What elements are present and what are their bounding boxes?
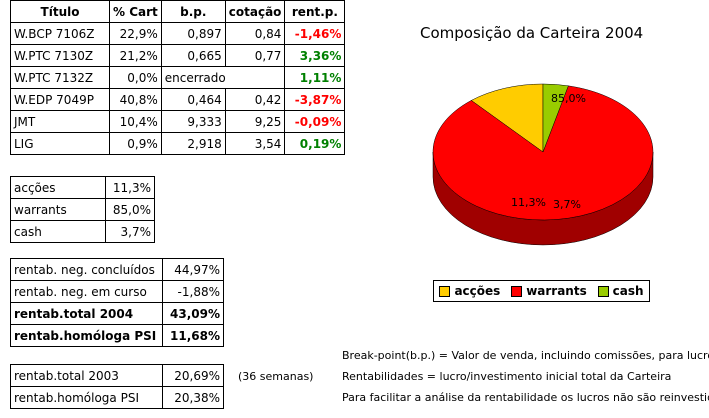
table-row: W.PTC 7132Z 0,0% encerrado 1,11% (10, 66, 346, 89)
cotacao-cell: 0,42 (224, 88, 286, 111)
allocation-value: 85,0% (105, 198, 155, 221)
bp-cell: 0,897 (160, 22, 226, 45)
weeks-note: (36 semanas) (238, 370, 314, 383)
header-bp: b.p. (160, 0, 226, 23)
header-cart: % Cart (109, 0, 162, 23)
chart-title: Composição da Carteira 2004 (420, 24, 644, 42)
titulo-cell: JMT (10, 110, 110, 133)
table-row: cash 3,7% (10, 220, 155, 243)
cart-cell: 0,0% (109, 66, 162, 89)
legend-swatch (439, 286, 451, 297)
returns-label: rentab. neg. em curso (10, 280, 163, 303)
returns-label: rentab.total 2003 (10, 364, 163, 387)
table-row: W.EDP 7049P 40,8% 0,464 0,42 -3,87% (10, 88, 346, 111)
legend-swatch (597, 286, 609, 297)
allocation-table: acções 11,3% warrants 85,0% cash 3,7% (10, 176, 155, 243)
rent-cell: 3,36% (284, 44, 346, 67)
returns-2003-table: rentab.total 2003 20,69% rentab.homóloga… (10, 364, 224, 409)
returns-label: rentab.total 2004 (10, 302, 163, 325)
allocation-label: warrants (10, 198, 106, 221)
table-row: rentab.homóloga PSI 11,68% (10, 324, 224, 347)
returns-label: rentab.homóloga PSI (10, 324, 163, 347)
titulo-cell: W.PTC 7132Z (10, 66, 110, 89)
legend-swatch (511, 286, 523, 297)
table-row: acções 11,3% (10, 176, 155, 199)
pie-data-label: 3,7% (553, 198, 581, 211)
analysis-note: Para facilitar a análise da rentabilidad… (342, 391, 709, 404)
rent-cell: -1,46% (284, 22, 346, 45)
returns-value: 20,38% (162, 386, 224, 409)
pie-data-label: 85,0% (551, 92, 586, 105)
cotacao-cell: 0,84 (224, 22, 286, 45)
rent-cell: -0,09% (284, 110, 346, 133)
pie-slice-cash (542, 83, 569, 153)
table-row: rentab.total 2003 20,69% (10, 364, 224, 387)
table-row: rentab. neg. em curso -1,88% (10, 280, 224, 303)
bp-cell: 0,464 (160, 88, 226, 111)
allocation-value: 3,7% (105, 220, 155, 243)
table-row: warrants 85,0% (10, 198, 155, 221)
bp-cell: 2,918 (160, 132, 226, 155)
bp-cell: 0,665 (160, 44, 226, 67)
legend-item-cash: cash (597, 284, 644, 298)
pie-slice-acções (470, 83, 544, 153)
holdings-header-row: Título % Cart b.p. cotação rent.p. (10, 0, 346, 23)
rent-cell: 1,11% (284, 66, 346, 89)
returns-value: 20,69% (162, 364, 224, 387)
legend-label: warrants (526, 284, 587, 298)
returns-value: -1,88% (162, 280, 224, 303)
legend-item-warrants: warrants (511, 284, 587, 298)
table-row: JMT 10,4% 9,333 9,25 -0,09% (10, 110, 346, 133)
rent-cell: -3,87% (284, 88, 346, 111)
breakpoint-note: Break-point(b.p.) = Valor de venda, incl… (342, 349, 709, 362)
cart-cell: 0,9% (109, 132, 162, 155)
header-rent: rent.p. (284, 0, 346, 23)
cart-cell: 40,8% (109, 88, 162, 111)
cotacao-cell: 3,54 (224, 132, 286, 155)
returns-label: rentab.homóloga PSI (10, 386, 163, 409)
table-row: rentab.total 2004 43,09% (10, 302, 224, 325)
titulo-cell: W.BCP 7106Z (10, 22, 110, 45)
returns-label: rentab. neg. concluídos (10, 258, 163, 281)
allocation-value: 11,3% (105, 176, 155, 199)
holdings-table: Título % Cart b.p. cotação rent.p. W.BCP… (10, 0, 346, 155)
cotacao-cell: 9,25 (224, 110, 286, 133)
allocation-label: acções (10, 176, 106, 199)
pie-slice-warrants (432, 85, 654, 221)
titulo-cell: W.EDP 7049P (10, 88, 110, 111)
header-cotacao: cotação (224, 0, 286, 23)
cart-cell: 21,2% (109, 44, 162, 67)
table-row: LIG 0,9% 2,918 3,54 0,19% (10, 132, 346, 155)
pie-chart: 11,3% 85,0% 3,7% (432, 83, 654, 246)
returns-value: 43,09% (162, 302, 224, 325)
legend-label: cash (612, 284, 644, 298)
legend-item-accoes: acções (439, 284, 500, 298)
pie-data-label: 11,3% (511, 196, 546, 209)
legend-label: acções (454, 284, 501, 298)
titulo-cell: W.PTC 7130Z (10, 44, 110, 67)
bp-cell: 9,333 (160, 110, 226, 133)
returns-value: 11,68% (162, 324, 224, 347)
cart-cell: 22,9% (109, 22, 162, 45)
table-row: W.BCP 7106Z 22,9% 0,897 0,84 -1,46% (10, 22, 346, 45)
returns-2004-table: rentab. neg. concluídos 44,97% rentab. n… (10, 258, 224, 347)
header-titulo: Título (10, 0, 110, 23)
returns-value: 44,97% (162, 258, 224, 281)
rent-cell: 0,19% (284, 132, 346, 155)
table-row: W.PTC 7130Z 21,2% 0,665 0,77 3,36% (10, 44, 346, 67)
bp-cell: encerrado (160, 66, 286, 89)
titulo-cell: LIG (10, 132, 110, 155)
table-row: rentab.homóloga PSI 20,38% (10, 386, 224, 409)
chart-legend: acções warrants cash (433, 280, 650, 302)
rentabilidades-note: Rentabilidades = lucro/investimento inic… (342, 370, 672, 383)
cotacao-cell: 0,77 (224, 44, 286, 67)
allocation-label: cash (10, 220, 106, 243)
cart-cell: 10,4% (109, 110, 162, 133)
table-row: rentab. neg. concluídos 44,97% (10, 258, 224, 281)
